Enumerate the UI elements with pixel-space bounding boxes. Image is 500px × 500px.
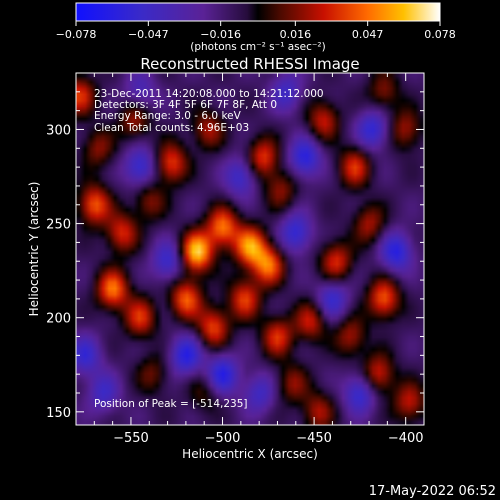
y-tick-label: 300 [46,123,71,138]
colorbar-unit-label: (photons cm⁻² s⁻¹ asec⁻²) [190,41,325,53]
annotation-detectors: Detectors: 3F 4F 5F 6F 7F 8F, Att 0 [94,99,277,111]
y-tick-label: 200 [46,312,71,327]
plot-frame [75,72,425,426]
colorbar-strip [75,2,441,22]
annotation-energy-range: Energy Range: 3.0 - 6.0 keV [94,110,242,122]
colorbar-tick-label: −0.078 [56,28,97,41]
colorbar: −0.078 −0.047 −0.016 0.016 0.047 0.078 (photo… [56,2,456,53]
annotation-clean-counts: Clean Total counts: 4.96E+03 [94,122,249,134]
x-tick-label: −500 [205,431,241,446]
footer-timestamp: 17-May-2022 06:52 [369,484,496,499]
peak-position-label: Position of Peak = [-514,235] [94,398,248,410]
colorbar-tick-label: −0.047 [128,28,169,41]
colorbar-ticks [75,21,441,26]
colorbar-tick-label: 0.078 [424,28,456,41]
y-axis-label: Heliocentric Y (arcsec) [27,182,41,317]
colorbar-tick-labels: −0.078 −0.047 −0.016 0.016 0.047 0.078 [56,28,456,41]
x-tick-label: −550 [113,431,149,446]
annotation-block: 23-Dec-2011 14:20:08.000 to 14:21:12.000… [94,88,324,134]
x-axis-ticks: −550 −500 −450 −400 [75,73,425,446]
x-tick-label: −400 [388,431,424,446]
y-tick-label: 250 [46,218,71,233]
annotation-time-range: 23-Dec-2011 14:20:08.000 to 14:21:12.000 [94,88,324,100]
heatmap-image [76,73,424,425]
plot-area: −550 −500 −450 −400 150 200 250 300 [46,72,425,446]
colorbar-tick-label: 0.047 [352,28,384,41]
x-tick-label: −450 [296,431,332,446]
colorbar-tick-label: 0.016 [280,28,312,41]
y-axis-ticks: 150 200 250 300 [46,72,424,421]
x-axis-label: Heliocentric X (arcsec) [182,447,318,461]
colorbar-tick-label: −0.016 [200,28,241,41]
y-tick-label: 150 [46,406,71,421]
chart-title: Reconstructed RHESSI Image [140,55,359,73]
